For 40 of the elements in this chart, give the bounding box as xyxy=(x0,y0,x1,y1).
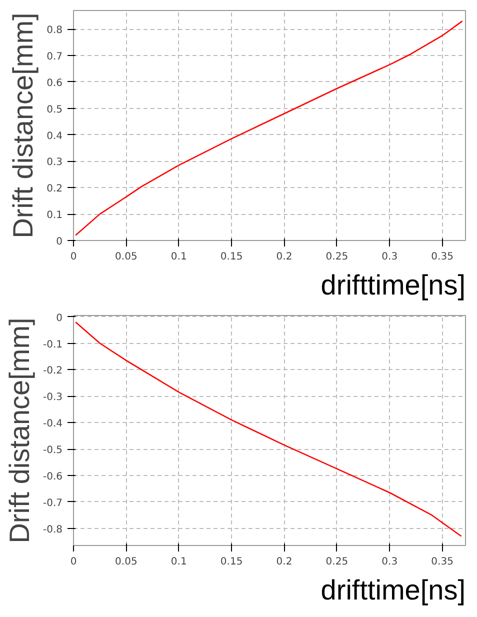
y-tick-label: -0.3 xyxy=(42,392,63,404)
y-tick-label: 0.6 xyxy=(46,78,63,89)
x-tick-label: 0.25 xyxy=(326,252,348,262)
x-tick-label: 0 xyxy=(70,252,77,262)
y-tick-label: -0.6 xyxy=(42,471,63,482)
y-tick-label: -0.4 xyxy=(42,418,63,430)
y-tick-label: 0.8 xyxy=(46,25,63,36)
x-tick-label: 0.15 xyxy=(220,252,243,262)
x-tick-label: 0 xyxy=(70,556,77,568)
y-tick-label: -0.5 xyxy=(42,445,63,456)
x-tick-label: 0.3 xyxy=(382,556,398,568)
x-tick-label: 0.2 xyxy=(276,556,292,568)
x-tick-label: 0.15 xyxy=(220,556,243,568)
y-tick-label: -0.1 xyxy=(42,339,63,350)
y-tick-label: -0.2 xyxy=(42,366,63,377)
y-tick-label: 0 xyxy=(56,236,63,248)
x-tick-label: 0.35 xyxy=(431,252,454,262)
y-tick-label: 0.5 xyxy=(46,104,63,116)
y-tick-label: 0 xyxy=(56,312,63,324)
y-tick-label: 0.2 xyxy=(46,184,63,195)
x-axis-title: drifttime[ns] xyxy=(320,574,466,606)
y-tick-label: 0.1 xyxy=(46,210,63,222)
x-tick-label: 0.3 xyxy=(382,252,398,262)
x-axis-title: drifttime[ns] xyxy=(320,270,466,300)
y-tick-label: -0.8 xyxy=(42,524,63,536)
x-tick-label: 0.2 xyxy=(276,252,292,262)
x-tick-label: 0.05 xyxy=(115,252,138,262)
x-tick-label: 0.05 xyxy=(115,556,138,568)
y-tick-label: 0.7 xyxy=(46,51,63,62)
x-tick-label: 0.25 xyxy=(326,556,348,568)
x-tick-label: 0.1 xyxy=(170,252,187,262)
y-tick-label: 0.3 xyxy=(46,157,63,168)
x-tick-label: 0.35 xyxy=(431,556,454,568)
x-tick-label: 0.1 xyxy=(170,556,187,568)
y-tick-label: 0.4 xyxy=(46,130,63,142)
y-axis-title: Drift distance[mm] xyxy=(4,318,35,544)
y-axis-title: Drift distance[mm] xyxy=(8,12,39,238)
y-tick-label: -0.7 xyxy=(42,498,63,509)
line-series xyxy=(74,20,463,236)
line-series xyxy=(74,321,462,537)
